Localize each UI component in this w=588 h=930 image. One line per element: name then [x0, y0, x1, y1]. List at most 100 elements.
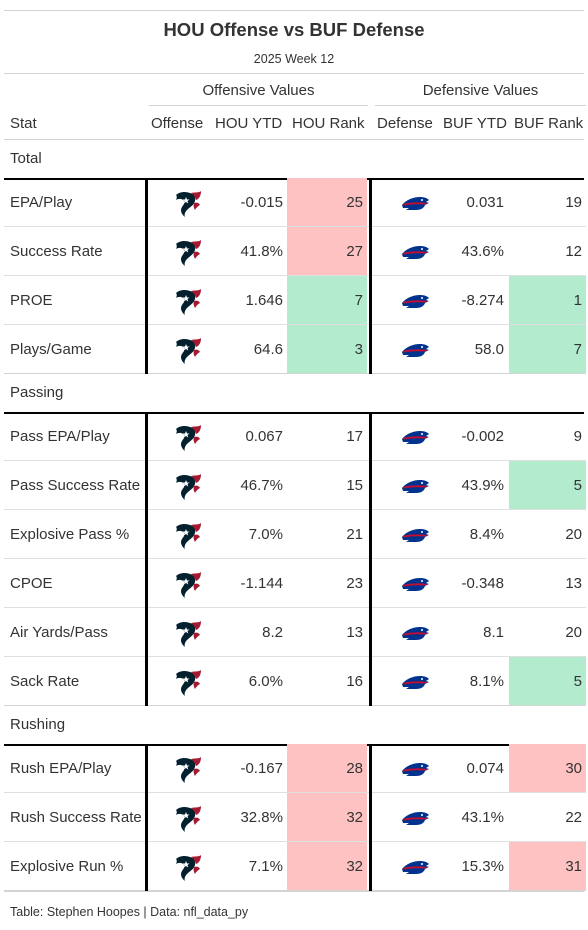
group-label-total: Total [10, 150, 42, 167]
table-row: Sack Rate 6.0% 16 8.1% 5 [4, 657, 586, 706]
texans-logo-icon [173, 754, 203, 784]
col-header-hou-rank: HOU Rank [292, 115, 365, 132]
stat-name: Rush Success Rate [10, 809, 142, 826]
buf-rank-value: 31 [565, 858, 582, 875]
spanner-defensive-values: Defensive Values [422, 82, 539, 99]
col-header-buf-rank: BUF Rank [514, 115, 584, 132]
buf-rank-value: 13 [565, 575, 582, 592]
hou-rank-value: 13 [346, 624, 363, 641]
hou-rank-value: 16 [346, 673, 363, 690]
bills-logo-icon [400, 618, 430, 648]
table-row: Air Yards/Pass 8.2 13 8.1 20 [4, 608, 586, 657]
hou-ytd-value: 0.067 [245, 428, 283, 445]
group-label-rushing: Rushing [10, 716, 66, 733]
hou-ytd-value: -0.167 [240, 760, 283, 777]
buf-rank-value: 1 [573, 292, 582, 309]
spanner-defensive-line [375, 105, 586, 106]
table-row: Success Rate 41.8% 27 43.6% 12 [4, 227, 586, 276]
buf-rank-highlight [509, 461, 586, 510]
row-divider [4, 841, 586, 842]
hou-rank-value: 32 [346, 858, 363, 875]
buf-rank-highlight [509, 325, 586, 374]
stat-name: Explosive Pass % [10, 526, 130, 543]
bills-logo-icon [400, 667, 430, 697]
buf-rank-value: 12 [565, 243, 582, 260]
hou-ytd-value: 8.2 [262, 624, 283, 641]
hou-rank-highlight [287, 842, 367, 891]
table-row: Rush EPA/Play -0.167 28 0.074 30 [4, 744, 586, 793]
buf-ytd-value: -0.348 [461, 575, 504, 592]
bills-logo-icon [400, 803, 430, 833]
hou-rank-value: 32 [346, 809, 363, 826]
table-row: Explosive Run % 7.1% 32 15.3% 31 [4, 842, 586, 891]
offense-column-rule [145, 744, 148, 891]
texans-logo-icon [173, 520, 203, 550]
table-row: Pass EPA/Play 0.067 17 -0.002 9 [4, 412, 586, 461]
hou-ytd-value: -1.144 [240, 575, 283, 592]
buf-rank-value: 5 [573, 477, 582, 494]
texans-logo-icon [173, 286, 203, 316]
hou-rank-highlight [287, 227, 367, 276]
table-source-note: Table: Stephen Hoopes | Data: nfl_data_p… [10, 905, 249, 919]
col-header-defense: Defense [377, 115, 433, 132]
bills-logo-icon [400, 852, 430, 882]
stat-name: PROE [10, 292, 53, 309]
row-divider [4, 509, 586, 510]
spanner-offensive-values: Offensive Values [202, 82, 315, 99]
hou-rank-highlight [287, 325, 367, 374]
buf-rank-value: 20 [565, 526, 582, 543]
stat-name: Explosive Run % [10, 858, 124, 875]
row-divider [4, 275, 586, 276]
bills-logo-icon [400, 471, 430, 501]
texans-logo-icon [173, 803, 203, 833]
hou-rank-value: 3 [354, 341, 363, 358]
table-row: EPA/Play -0.015 25 0.031 19 [4, 178, 586, 227]
table-row: PROE 1.646 7 -8.274 1 [4, 276, 586, 325]
row-divider [4, 558, 586, 559]
col-header-hou-ytd: HOU YTD [215, 115, 283, 132]
group-top-rule [4, 412, 584, 414]
table-row: Pass Success Rate 46.7% 15 43.9% 5 [4, 461, 586, 510]
buf-rank-value: 30 [565, 760, 582, 777]
hou-ytd-value: 7.1% [248, 858, 283, 875]
stat-name: CPOE [10, 575, 53, 592]
buf-ytd-value: 15.3% [461, 858, 504, 875]
table-title: HOU Offense vs BUF Defense [163, 19, 425, 40]
row-divider [4, 607, 586, 608]
bills-logo-icon [400, 188, 430, 218]
hou-rank-highlight [287, 276, 367, 325]
buf-rank-value: 22 [565, 809, 582, 826]
hou-rank-value: 17 [346, 428, 363, 445]
stat-name: Sack Rate [10, 673, 80, 690]
defense-column-rule [369, 178, 372, 374]
hou-rank-value: 21 [346, 526, 363, 543]
row-divider [4, 705, 586, 706]
defense-column-rule [369, 744, 372, 891]
texans-logo-icon [173, 188, 203, 218]
buf-ytd-value: 8.1% [469, 673, 504, 690]
table-row: Explosive Pass % 7.0% 21 8.4% 20 [4, 510, 586, 559]
bills-logo-icon [400, 520, 430, 550]
stat-name: Pass EPA/Play [10, 428, 110, 445]
row-divider [4, 324, 586, 325]
texans-logo-icon [173, 335, 203, 365]
texans-logo-icon [173, 852, 203, 882]
bills-logo-icon [400, 754, 430, 784]
row-divider [4, 890, 586, 891]
buf-ytd-value: 8.4% [469, 526, 504, 543]
hou-ytd-value: 7.0% [248, 526, 283, 543]
table-subtitle: 2025 Week 12 [253, 52, 335, 66]
buf-rank-value: 7 [573, 341, 582, 358]
hou-rank-highlight [287, 744, 367, 793]
buf-rank-value: 20 [565, 624, 582, 641]
col-header-buf-ytd: BUF YTD [443, 115, 507, 132]
buf-rank-highlight [509, 842, 586, 891]
bills-logo-icon [400, 286, 430, 316]
texans-logo-icon [173, 237, 203, 267]
buf-ytd-value: 43.6% [461, 243, 504, 260]
buf-rank-highlight [509, 744, 586, 793]
buf-ytd-value: -8.274 [461, 292, 504, 309]
buf-ytd-value: 0.031 [466, 194, 504, 211]
row-divider [4, 460, 586, 461]
texans-logo-icon [173, 471, 203, 501]
